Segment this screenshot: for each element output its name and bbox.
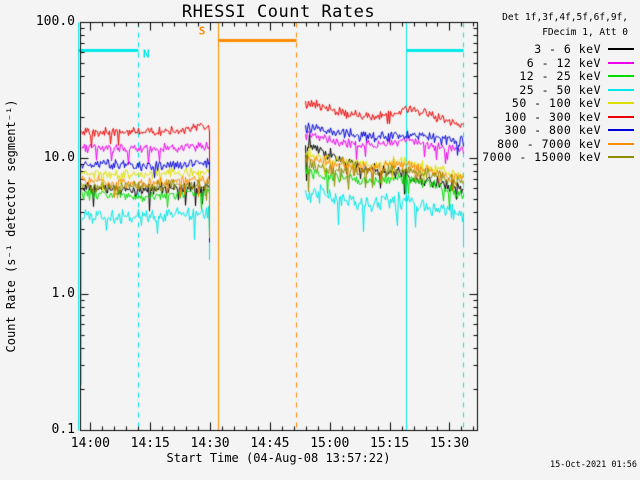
legend-entry-label: 50 - 100 keV <box>511 96 601 110</box>
legend-entry-7000-15000keV: 7000 - 15000 keV <box>482 150 634 164</box>
legend-color-dash <box>608 61 634 64</box>
legend-entry-label: 7000 - 15000 keV <box>482 150 601 164</box>
legend-color-dash <box>608 88 634 91</box>
x-tick-label-1415: 14:15 <box>130 436 170 451</box>
x-tick-label-1500: 15:00 <box>310 436 350 451</box>
x-tick-label-1400: 14:00 <box>70 436 110 451</box>
legend-entry-50-100keV: 50 - 100 keV <box>512 96 634 110</box>
x-tick-label-1445: 14:45 <box>250 436 290 451</box>
legend-entry-label: 100 - 300 keV <box>504 109 601 124</box>
legend-color-dash <box>608 156 634 158</box>
legend-entry-3-6keV: 3 - 6 keV <box>534 42 634 56</box>
y-tick-label-100.0: 100.0 <box>35 14 75 29</box>
legend-entry-label: 800 - 7000 keV <box>497 136 601 151</box>
legend-entry-12-25keV: 12 - 25 keV <box>519 69 634 83</box>
legend-color-dash <box>608 129 634 131</box>
x-tick-label-1530: 15:30 <box>429 436 470 451</box>
eclipse-flag-label-N: N <box>142 47 150 61</box>
legend-color-dash <box>608 75 634 77</box>
legend-color-dash <box>608 115 634 118</box>
x-tick-label-1515: 15:15 <box>370 436 410 451</box>
x-tick-label-1430: 14:30 <box>190 436 230 451</box>
legend-entry-100-300keV: 100 - 300 keV <box>504 110 634 124</box>
y-tick-label-0.1: 0.1 <box>51 422 75 437</box>
legend-entry-label: 6 - 12 keV <box>526 55 601 70</box>
eclipse-flag-label-S: S <box>198 24 206 38</box>
creation-timestamp: 15-Oct-2021 01:56 <box>550 460 637 470</box>
y-axis-label: Count Rate (s⁻¹ detector segment⁻¹) <box>4 99 18 353</box>
legend-entry-300-800keV: 300 - 800 keV <box>504 123 634 137</box>
y-tick-label-1.0: 1.0 <box>51 286 75 301</box>
legend-entry-label: 12 - 25 keV <box>519 69 601 83</box>
chart-title: RHESSI Count Rates <box>181 2 376 22</box>
legend-detector-list: Det 1f,3f,4f,5f,6f,9f, <box>502 12 628 23</box>
legend-color-dash <box>608 142 634 145</box>
legend-color-dash <box>608 48 634 50</box>
x-axis-label: Start Time (04-Aug-08 13:57:22) <box>166 451 391 465</box>
legend-entry-label: 3 - 6 keV <box>534 42 601 56</box>
legend-entry-label: 300 - 800 keV <box>504 123 601 137</box>
legend-entry-6-12keV: 6 - 12 keV <box>527 56 634 70</box>
y-tick-label-10.0: 10.0 <box>43 150 75 165</box>
legend-decim-attenuator: FDecim 1, Att 0 <box>542 27 628 38</box>
legend-entry-label: 25 - 50 keV <box>519 82 601 97</box>
legend-color-dash <box>608 102 634 104</box>
legend-entry-25-50keV: 25 - 50 keV <box>519 83 634 97</box>
legend-entry-800-7000keV: 800 - 7000 keV <box>497 137 634 151</box>
